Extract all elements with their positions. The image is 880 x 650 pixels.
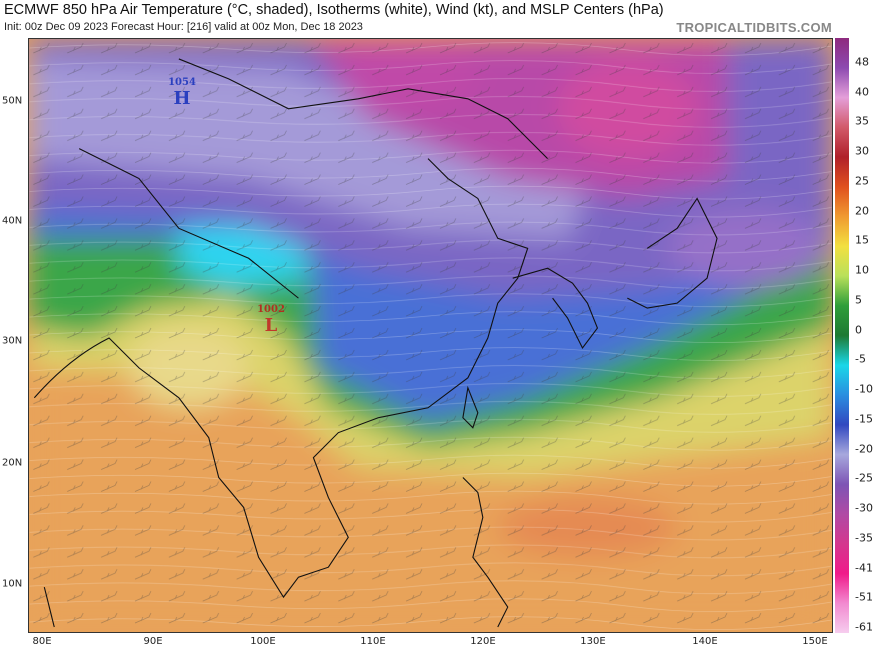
colorbar-label: 40 [855, 85, 869, 99]
longitude-label: 120E [470, 636, 496, 647]
high-pressure-marker: H [173, 88, 191, 109]
colorbar-label: -30 [855, 501, 873, 515]
brand-watermark: TROPICALTIDBITS.COM [676, 20, 832, 35]
colorbar-label: -41 [855, 561, 873, 575]
colorbar-label: -35 [855, 531, 873, 545]
latitude-label: 20N [2, 457, 23, 469]
colorbar-label: -10 [855, 382, 873, 396]
map-title: ECMWF 850 hPa Air Temperature (°C, shade… [4, 2, 664, 18]
low-pressure-marker: L [264, 315, 278, 336]
colorbar-label: 20 [855, 204, 869, 218]
latitude-label: 50N [2, 95, 23, 107]
high-pressure-value: 1054 [168, 77, 196, 88]
colorbar-label: 10 [855, 263, 869, 277]
colorbar-label: -51 [855, 590, 873, 604]
high-pressure-value-text: 1054 [168, 77, 196, 88]
colorbar-label: -5 [855, 352, 866, 366]
colorbar-label: 48 [855, 55, 869, 69]
longitude-label: 130E [580, 636, 606, 647]
colorbar-label: 25 [855, 174, 869, 188]
longitude-label: 80E [32, 636, 52, 647]
latitude-label: 30N [2, 335, 23, 347]
colorbar-label: -25 [855, 471, 873, 485]
forecast-info: Init: 00z Dec 09 2023 Forecast Hour: [21… [4, 21, 363, 33]
longitude-label: 110E [360, 636, 386, 647]
coastlines [33, 58, 718, 628]
latitude-label: 40N [2, 215, 23, 227]
colorbar-label: -20 [855, 442, 873, 456]
temperature-field [29, 39, 832, 632]
colorbar-label: -61 [855, 620, 873, 634]
longitude-label: 100E [250, 636, 276, 647]
colorbar-label: 30 [855, 144, 869, 158]
temperature-map: 1054 H 1002 L [28, 38, 833, 633]
longitude-label: 90E [143, 636, 163, 647]
colorbar [835, 38, 849, 633]
colorbar-label: 15 [855, 233, 869, 247]
colorbar-label: 0 [855, 323, 862, 337]
low-pressure-value: 1002 [257, 304, 285, 315]
colorbar-label: 5 [855, 293, 862, 307]
longitude-label: 140E [692, 636, 718, 647]
latitude-label: 10N [2, 578, 23, 590]
colorbar-label: 35 [855, 114, 869, 128]
longitude-label: 150E [802, 636, 828, 647]
colorbar-label: -15 [855, 412, 873, 426]
